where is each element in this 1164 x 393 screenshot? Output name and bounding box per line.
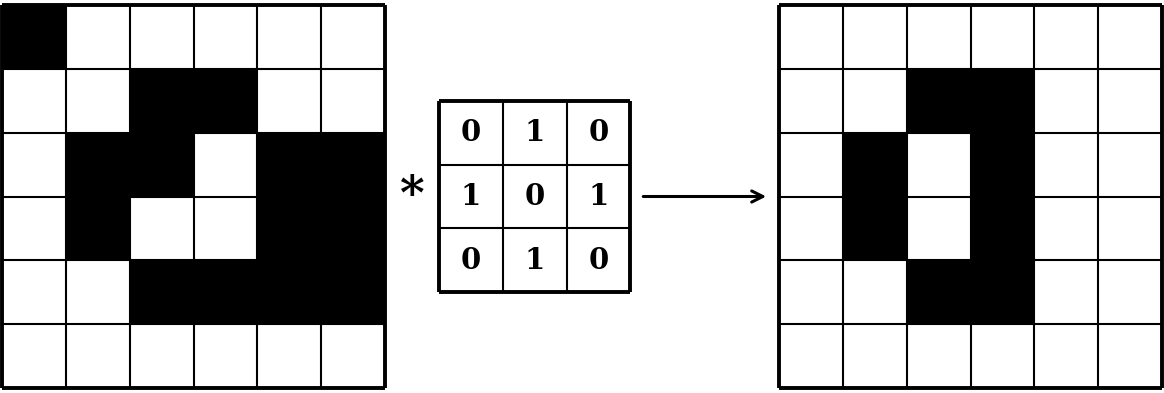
- Text: 0: 0: [461, 246, 481, 275]
- Bar: [1098, 5, 1162, 69]
- Bar: [2, 196, 66, 260]
- Bar: [1035, 260, 1098, 324]
- Bar: [2, 5, 66, 69]
- Bar: [1035, 69, 1098, 133]
- Bar: [439, 101, 631, 292]
- Bar: [321, 260, 385, 324]
- Bar: [843, 133, 907, 196]
- Bar: [129, 5, 193, 69]
- Bar: [321, 133, 385, 196]
- Bar: [66, 196, 129, 260]
- Bar: [257, 196, 321, 260]
- Bar: [971, 69, 1035, 133]
- Bar: [193, 196, 257, 260]
- Bar: [907, 260, 971, 324]
- Bar: [779, 133, 843, 196]
- Bar: [1098, 324, 1162, 388]
- Bar: [321, 5, 385, 69]
- Bar: [129, 69, 193, 133]
- Bar: [907, 324, 971, 388]
- Bar: [1098, 69, 1162, 133]
- Bar: [1035, 5, 1098, 69]
- Bar: [1098, 260, 1162, 324]
- Text: 0: 0: [589, 246, 609, 275]
- Bar: [907, 196, 971, 260]
- Bar: [193, 69, 257, 133]
- Bar: [971, 196, 1035, 260]
- Bar: [193, 133, 257, 196]
- Bar: [129, 196, 193, 260]
- Bar: [257, 5, 321, 69]
- Text: 1: 1: [525, 246, 545, 275]
- Bar: [843, 196, 907, 260]
- Bar: [907, 5, 971, 69]
- Bar: [1098, 133, 1162, 196]
- Bar: [257, 260, 321, 324]
- Bar: [2, 69, 66, 133]
- Bar: [66, 324, 129, 388]
- Bar: [1098, 196, 1162, 260]
- Bar: [193, 324, 257, 388]
- Bar: [907, 133, 971, 196]
- Bar: [779, 5, 843, 69]
- Bar: [66, 133, 129, 196]
- Bar: [321, 324, 385, 388]
- Bar: [129, 324, 193, 388]
- Bar: [779, 196, 843, 260]
- Bar: [2, 324, 66, 388]
- Bar: [971, 133, 1035, 196]
- Bar: [257, 324, 321, 388]
- Bar: [843, 260, 907, 324]
- Bar: [1035, 196, 1098, 260]
- Bar: [193, 260, 257, 324]
- Bar: [907, 69, 971, 133]
- Bar: [129, 133, 193, 196]
- Bar: [779, 69, 843, 133]
- Bar: [843, 69, 907, 133]
- Bar: [1035, 133, 1098, 196]
- Text: 0: 0: [525, 182, 545, 211]
- Bar: [193, 5, 257, 69]
- Text: *: *: [399, 173, 425, 220]
- Bar: [321, 69, 385, 133]
- Text: 0: 0: [589, 118, 609, 147]
- Bar: [971, 5, 1035, 69]
- Text: 1: 1: [525, 118, 545, 147]
- Bar: [257, 69, 321, 133]
- Bar: [971, 260, 1035, 324]
- Bar: [129, 260, 193, 324]
- Bar: [66, 5, 129, 69]
- Text: 1: 1: [461, 182, 481, 211]
- Bar: [843, 324, 907, 388]
- Bar: [66, 69, 129, 133]
- Bar: [971, 324, 1035, 388]
- Bar: [321, 196, 385, 260]
- Bar: [2, 260, 66, 324]
- Bar: [779, 324, 843, 388]
- Bar: [2, 133, 66, 196]
- Text: 1: 1: [589, 182, 609, 211]
- Bar: [257, 133, 321, 196]
- Bar: [66, 260, 129, 324]
- Text: 0: 0: [461, 118, 481, 147]
- Bar: [1035, 324, 1098, 388]
- Bar: [779, 260, 843, 324]
- Bar: [843, 5, 907, 69]
